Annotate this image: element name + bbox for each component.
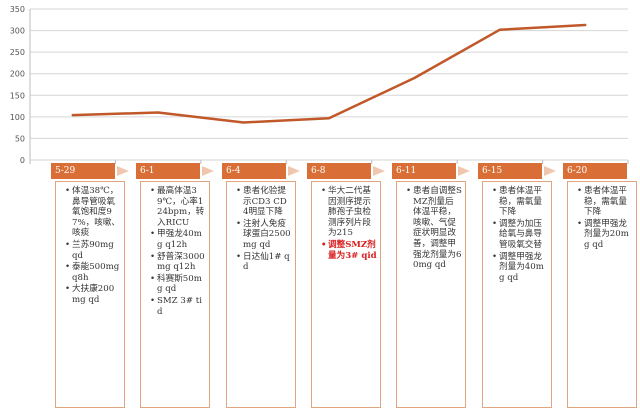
stage-note-item: 患者自调整SMZ剂量后体温平稳，咳嗽、气促症状明显改善，调整甲强龙剂量为60mg…: [406, 186, 462, 271]
stage-note-list: 华大二代基因测序提示肺孢子虫检测序列片段为215调整SMZ剂量为3# qid: [312, 182, 380, 261]
trend-line-chart: 0 50 100 150 200 250 300 350: [10, 5, 629, 165]
stage-note-card: 患者体温平稳，需氧量下降调整甲强龙剂量为20mg qd: [567, 181, 637, 408]
stage-note-item: 华大二代基因测序提示肺孢子虫检测序列片段为215: [321, 186, 377, 239]
y-tick-label: 0: [20, 156, 25, 165]
y-tick-label: 250: [10, 48, 25, 57]
stage-note-item: 泰能500mg q8h: [65, 262, 121, 283]
stage-note-item: 兰苏90mg qd: [65, 240, 121, 261]
y-tick-label: 350: [10, 5, 25, 14]
stage-note-card: 华大二代基因测序提示肺孢子虫检测序列片段为215调整SMZ剂量为3# qid: [311, 181, 381, 408]
stage-date-label: 5-29: [51, 163, 115, 179]
stage-note-list: 患者化验提示CD3 CD4明显下降注射人免疫球蛋白2500mg qd日达仙1# …: [227, 182, 295, 273]
data-point: [327, 116, 331, 120]
stage-arrow-icon: [288, 166, 300, 176]
stage-date-label: 6-4: [222, 163, 286, 179]
stage-note-item: 日达仙1# qd: [236, 252, 292, 273]
stage-note-item: 体温38℃，鼻导管吸氧氧饱和度97%，咳嗽、咳痰: [65, 186, 121, 239]
data-point: [413, 76, 416, 80]
stage-arrow-icon: [373, 166, 385, 176]
stage-note-item: 调整为加压给氧与鼻导管吸氧交替: [492, 219, 548, 251]
stage-note-item: 最高体温39℃，心率124bpm，转入RICU: [150, 186, 206, 228]
stage-note-list: 体温38℃，鼻导管吸氧氧饱和度97%，咳嗽、咳痰兰苏90mg qd泰能500mg…: [56, 182, 124, 306]
stage-date-label: 6-1: [136, 163, 200, 179]
y-tick-label: 300: [10, 27, 25, 36]
stage-note-card: 患者自调整SMZ剂量后体温平稳，咳嗽、气促症状明显改善，调整甲强龙剂量为60mg…: [396, 181, 466, 408]
data-point: [156, 111, 160, 114]
stage-arrow-icon: [117, 166, 129, 176]
stage-note-card: 最高体温39℃，心率124bpm，转入RICU甲强龙40mg q12h舒普深30…: [140, 181, 210, 408]
y-tick-label: 50: [15, 134, 25, 143]
stage-note-item: 患者体温平稳，需氧量下降: [577, 186, 633, 218]
stage-note-item: 科赛斯50mg qd: [150, 274, 206, 295]
stage-note-item: SMZ 3# tid: [150, 296, 206, 317]
stage-arrow-icon: [544, 166, 556, 176]
stage-note-item: 患者化验提示CD3 CD4明显下降: [236, 186, 292, 218]
stage-date-label: 6-20: [563, 163, 627, 179]
data-point: [242, 121, 245, 124]
y-tick-label: 100: [10, 113, 25, 122]
stage-note-card: 患者体温平稳，需氧量下降调整为加压给氧与鼻导管吸氧交替调整甲强龙剂量为40mg …: [482, 181, 552, 408]
stage-note-card: 体温38℃，鼻导管吸氧氧饱和度97%，咳嗽、咳痰兰苏90mg qd泰能500mg…: [55, 181, 125, 408]
stage-note-item: 舒普深3000mg q12h: [150, 252, 206, 273]
stage-note-list: 最高体温39℃，心率124bpm，转入RICU甲强龙40mg q12h舒普深30…: [141, 182, 209, 317]
stage-note-card: 患者化验提示CD3 CD4明显下降注射人免疫球蛋白2500mg qd日达仙1# …: [226, 181, 296, 408]
stage-note-item: 调整甲强龙剂量为20mg qd: [577, 219, 633, 251]
stage-note-item: 患者体温平稳，需氧量下降: [492, 186, 548, 218]
stage-date-label: 6-11: [392, 163, 456, 179]
stage-note-item: 调整甲强龙剂量为40mg qd: [492, 252, 548, 284]
stage-note-list: 患者体温平稳，需氧量下降调整为加压给氧与鼻导管吸氧交替调整甲强龙剂量为40mg …: [483, 182, 551, 283]
stage-note-item: 甲强龙40mg q12h: [150, 229, 206, 250]
stage-date-label: 6-8: [307, 163, 371, 179]
stage-date-label: 6-15: [478, 163, 542, 179]
y-tick-label: 150: [10, 91, 25, 100]
stage-note-item: 注射人免疫球蛋白2500mg qd: [236, 219, 292, 251]
y-tick-label: 200: [10, 70, 25, 79]
stage-note-list: 患者自调整SMZ剂量后体温平稳，咳嗽、气促症状明显改善，调整甲强龙剂量为60mg…: [397, 182, 465, 271]
data-point: [71, 113, 74, 117]
stage-arrow-icon: [458, 166, 470, 176]
stage-note-item: 调整SMZ剂量为3# qid: [321, 240, 377, 261]
data-point: [498, 28, 502, 31]
stage-arrow-icon: [202, 166, 214, 176]
stage-note-list: 患者体温平稳，需氧量下降调整甲强龙剂量为20mg qd: [568, 182, 636, 251]
data-point: [584, 23, 587, 27]
stage-note-item: 大扶康200mg qd: [65, 284, 121, 305]
